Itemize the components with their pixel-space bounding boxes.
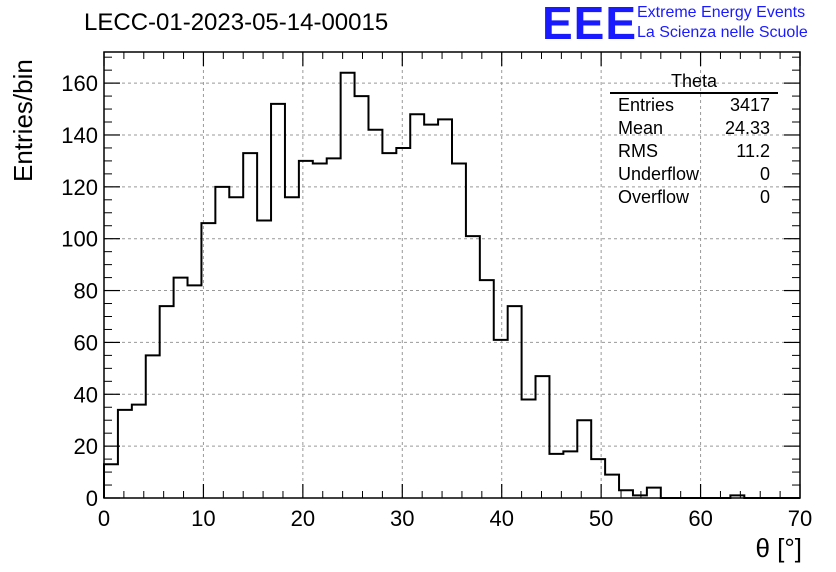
stats-value: 0	[759, 187, 770, 207]
histogram-bin	[174, 278, 188, 498]
histogram-bin	[591, 459, 605, 498]
stats-label: Entries	[618, 95, 675, 115]
stats-label: Underflow	[618, 164, 700, 184]
tick-labels: 0 10 20 30 40 50 60 70 0 20 40 60 80 100 120 140 160	[61, 71, 812, 531]
stats-title: Theta	[610, 70, 778, 94]
stats-row-entries: Entries 3417	[610, 94, 778, 117]
logo-caption-line1: Extreme Energy Events	[637, 4, 806, 21]
x-tick-label: 30	[390, 506, 414, 531]
y-tick-label: 80	[74, 279, 98, 304]
histogram-bin	[549, 454, 563, 498]
histogram-bin	[257, 221, 271, 498]
x-tick-label: 50	[589, 506, 613, 531]
histogram-bin	[229, 197, 243, 498]
histogram-bin	[215, 187, 229, 498]
y-tick-label: 140	[61, 123, 98, 148]
histogram-bin	[452, 164, 466, 499]
histogram-bin	[160, 306, 174, 498]
histogram-bin	[563, 451, 577, 498]
histogram-bin	[410, 114, 424, 498]
histogram-bin	[313, 164, 327, 499]
histogram-bin	[355, 96, 369, 498]
histogram-bin	[522, 399, 536, 498]
eee-logo: EEE	[542, 0, 638, 49]
stats-value: 0	[759, 164, 770, 184]
stats-label: Mean	[618, 118, 664, 138]
histogram-bin	[382, 153, 396, 498]
histogram-bin	[396, 148, 410, 498]
histogram-bin	[424, 125, 438, 498]
y-axis-label: Entries/bin	[8, 59, 38, 182]
histogram-bin	[285, 197, 299, 498]
stats-row-overflow: Overflow 0	[610, 186, 778, 209]
y-tick-label: 20	[74, 434, 98, 459]
histogram-bin	[201, 223, 215, 498]
histogram-bin	[536, 376, 550, 498]
y-tick-label: 160	[61, 71, 98, 96]
histogram-bin	[132, 405, 146, 498]
plot-frame	[103, 51, 801, 499]
x-tick-label: 40	[489, 506, 513, 531]
stats-row-underflow: Underflow 0	[610, 163, 778, 186]
histogram-bin	[188, 285, 202, 498]
stats-label: Overflow	[618, 187, 690, 207]
stats-row-rms: RMS 11.2	[610, 140, 778, 163]
x-tick-label: 10	[191, 506, 215, 531]
histogram-bin	[466, 236, 480, 498]
x-tick-label: 70	[788, 506, 812, 531]
y-tick-label: 120	[61, 175, 98, 200]
histogram-bin	[368, 130, 382, 498]
y-tick-label: 100	[61, 227, 98, 252]
histogram-outline	[103, 71, 800, 499]
stats-box: Theta Entries 3417 Mean 24.33 RMS 11.2 U…	[610, 70, 778, 209]
histogram-bin	[271, 104, 285, 498]
stats-value: 24.33	[724, 118, 770, 138]
histogram-bin	[327, 158, 341, 498]
histogram-bin	[299, 161, 313, 498]
histogram-bin	[647, 488, 661, 498]
logo-caption-line2: La Scienza nelle Scuole	[637, 24, 808, 41]
y-tick-label: 0	[86, 486, 98, 511]
histogram-bin	[577, 420, 591, 498]
stats-value: 3417	[729, 95, 770, 115]
logo-caption: Extreme Energy Events La Scienza nelle S…	[637, 3, 808, 43]
y-tick-label: 40	[74, 382, 98, 407]
x-tick-label: 60	[688, 506, 712, 531]
histogram-bin	[104, 464, 118, 498]
y-tick-label: 60	[74, 330, 98, 355]
histogram-bin	[243, 153, 257, 498]
histogram-bin	[494, 340, 508, 498]
histogram-bin	[438, 119, 452, 498]
histogram-bin	[341, 73, 355, 498]
x-tick-label: 0	[98, 506, 110, 531]
histogram-bin	[605, 475, 619, 498]
histogram-bin	[508, 306, 522, 498]
stats-row-mean: Mean 24.33	[610, 117, 778, 140]
histogram-bin	[118, 410, 132, 498]
histogram-bin	[146, 355, 160, 498]
x-tick-label: 20	[291, 506, 315, 531]
histogram-bin	[480, 280, 494, 498]
chart-title: LECC-01-2023-05-14-00015	[84, 9, 389, 36]
x-axis-label: θ [°]	[755, 533, 802, 563]
stats-value: 11.2	[736, 141, 770, 161]
stats-label: RMS	[618, 141, 658, 161]
histogram-bin	[619, 490, 633, 498]
